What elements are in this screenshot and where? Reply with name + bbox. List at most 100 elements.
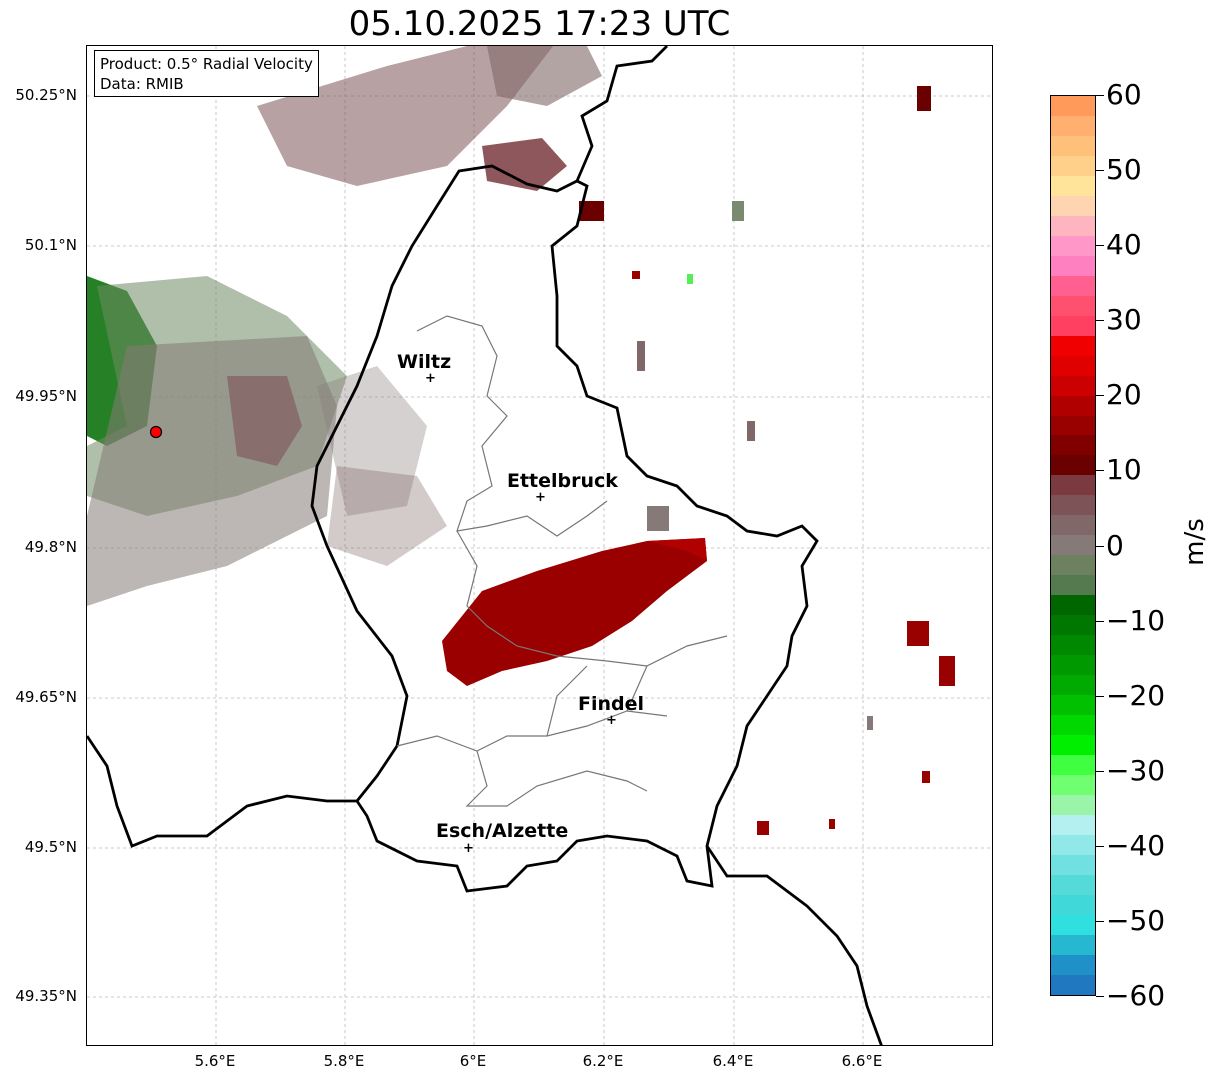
- colorbar-segment: [1051, 255, 1095, 276]
- colorbar-tick-label: −20: [1106, 679, 1166, 712]
- colorbar-tick: [1096, 170, 1104, 171]
- colorbar-segment: [1051, 635, 1095, 656]
- product-info-box: Product: 0.5° Radial Velocity Data: RMIB: [94, 50, 319, 97]
- colorbar-segment: [1051, 774, 1095, 795]
- city-label-findel: Findel: [578, 693, 645, 715]
- map-title: 05.10.2025 17:23 UTC: [348, 4, 731, 44]
- colorbar-segment: [1051, 355, 1095, 376]
- colorbar-segment: [1051, 175, 1095, 196]
- echoes-north: [257, 46, 602, 191]
- lon-label: 6.4°E: [712, 1052, 754, 1070]
- lon-label: 6.2°E: [582, 1052, 624, 1070]
- colorbar-segment: [1051, 814, 1095, 835]
- colorbar-tick-label: −60: [1106, 979, 1166, 1012]
- colorbar-segment: [1051, 735, 1095, 755]
- product-label: Product: 0.5° Radial Velocity: [100, 55, 313, 73]
- colorbar-segment: [1051, 475, 1095, 496]
- colorbar-segment: [1051, 395, 1095, 416]
- colorbar-segment: [1051, 675, 1095, 696]
- country-border-north: [575, 46, 668, 182]
- colorbar-tick: [1096, 771, 1104, 772]
- colorbar-segment: [1051, 854, 1095, 875]
- colorbar-segment: [1051, 974, 1095, 995]
- colorbar-segment: [1051, 335, 1095, 356]
- colorbar-segment: [1051, 435, 1095, 456]
- colorbar-tick: [1096, 245, 1104, 246]
- colorbar-tick: [1096, 621, 1104, 622]
- colorbar-segment: [1051, 215, 1095, 236]
- city-marker-ettelbruck: +: [535, 490, 546, 505]
- colorbar-tick-label: 60: [1106, 78, 1142, 111]
- lat-label: 49.35°N: [15, 987, 77, 1005]
- colorbar-tick: [1096, 546, 1104, 547]
- colorbar-tick-label: −50: [1106, 904, 1166, 937]
- country-border-west: [87, 735, 357, 848]
- colorbar-tick: [1096, 696, 1104, 697]
- colorbar-tick-label: 40: [1106, 228, 1142, 261]
- colorbar-tick: [1096, 320, 1104, 321]
- city-label-ettelbruck: Ettelbruck: [507, 470, 618, 492]
- lat-label: 49.8°N: [24, 538, 77, 556]
- lon-label: 5.8°E: [323, 1052, 365, 1070]
- colorbar-segment: [1051, 695, 1095, 716]
- colorbar-segment: [1051, 595, 1095, 616]
- echoes-west: [87, 276, 447, 606]
- colorbar-tick-label: −10: [1106, 604, 1166, 637]
- velocity-colorbar: [1050, 95, 1096, 996]
- lon-label: 6°E: [459, 1052, 487, 1070]
- colorbar-tick-label: 10: [1106, 453, 1142, 486]
- colorbar-segment: [1051, 195, 1095, 216]
- echoes-core: [442, 538, 707, 686]
- colorbar-segment: [1051, 295, 1095, 316]
- colorbar-segment: [1051, 914, 1095, 935]
- radar-map[interactable]: [86, 45, 993, 1046]
- colorbar-segment: [1051, 934, 1095, 955]
- map-canvas: [87, 46, 992, 1045]
- colorbar-segment: [1051, 794, 1095, 815]
- colorbar-segment: [1051, 275, 1095, 296]
- colorbar-segment: [1051, 415, 1095, 436]
- colorbar-segment: [1051, 455, 1095, 476]
- colorbar-segment: [1051, 615, 1095, 636]
- colorbar-segment: [1051, 375, 1095, 396]
- lon-label: 5.6°E: [194, 1052, 236, 1070]
- colorbar-tick: [1096, 395, 1104, 396]
- colorbar-segment: [1051, 235, 1095, 256]
- colorbar-tick: [1096, 470, 1104, 471]
- lat-label: 50.25°N: [15, 86, 77, 104]
- colorbar-tick-label: 20: [1106, 378, 1142, 411]
- colorbar-tick-label: −30: [1106, 754, 1166, 787]
- data-source-label: Data: RMIB: [100, 75, 184, 93]
- echoes-scatter: [579, 86, 955, 835]
- colorbar-segment: [1051, 874, 1095, 895]
- colorbar-segment: [1051, 715, 1095, 735]
- canton-boundaries: [396, 315, 728, 807]
- lon-label: 6.6°E: [841, 1052, 883, 1070]
- lat-label: 49.95°N: [15, 387, 77, 405]
- colorbar-segment: [1051, 155, 1095, 176]
- city-marker-esch-alzette: +: [463, 841, 474, 856]
- colorbar-tick: [1096, 95, 1104, 96]
- colorbar-unit-label: m/s: [1180, 518, 1207, 566]
- colorbar-segment: [1051, 834, 1095, 855]
- colorbar-tick-label: 50: [1106, 153, 1142, 186]
- colorbar-segment: [1051, 535, 1095, 556]
- lat-label: 50.1°N: [24, 236, 77, 254]
- colorbar-tick-label: −40: [1106, 829, 1166, 862]
- city-label-esch-alzette: Esch/Alzette: [436, 820, 569, 842]
- colorbar-tick: [1096, 921, 1104, 922]
- colorbar-tick-label: 30: [1106, 303, 1142, 336]
- colorbar-segment: [1051, 135, 1095, 156]
- colorbar-segment: [1051, 655, 1095, 676]
- city-label-wiltz: Wiltz: [397, 351, 452, 373]
- country-border-east: [705, 845, 883, 1045]
- radar-site-icon: [149, 425, 163, 439]
- city-marker-wiltz: +: [425, 371, 436, 386]
- colorbar-segment: [1051, 555, 1095, 576]
- colorbar-segment: [1051, 754, 1095, 775]
- colorbar-segment: [1051, 96, 1095, 116]
- colorbar-segment: [1051, 495, 1095, 516]
- colorbar-segment: [1051, 575, 1095, 596]
- colorbar-segment: [1051, 894, 1095, 915]
- lat-label: 49.65°N: [15, 688, 77, 706]
